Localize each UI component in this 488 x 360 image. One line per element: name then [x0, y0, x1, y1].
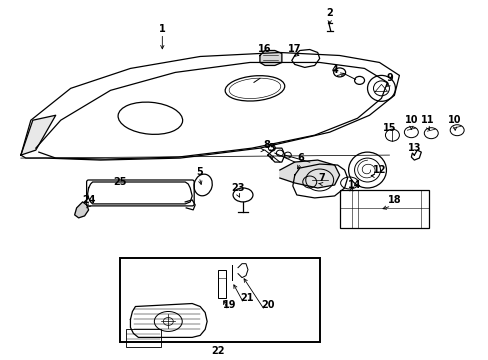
- Text: 10: 10: [447, 115, 461, 125]
- Text: 18: 18: [387, 195, 401, 205]
- Text: 20: 20: [261, 300, 274, 310]
- Bar: [126, 329, 161, 347]
- Text: 4: 4: [330, 66, 337, 76]
- Text: 1: 1: [159, 24, 165, 33]
- Text: 25: 25: [114, 177, 127, 187]
- Text: 8: 8: [263, 140, 270, 150]
- Polygon shape: [260, 50, 281, 66]
- Text: 23: 23: [231, 183, 244, 193]
- Text: 12: 12: [372, 165, 386, 175]
- Text: 22: 22: [211, 346, 224, 356]
- Text: 6: 6: [297, 153, 304, 163]
- Bar: [339, 190, 428, 228]
- Text: 13: 13: [407, 143, 420, 153]
- Polygon shape: [279, 160, 339, 188]
- Polygon shape: [75, 202, 88, 218]
- Text: 14: 14: [347, 180, 361, 190]
- Text: 19: 19: [223, 300, 236, 310]
- Text: 15: 15: [382, 123, 395, 133]
- Text: 21: 21: [240, 293, 253, 302]
- Text: 5: 5: [195, 167, 202, 177]
- Text: 10: 10: [404, 115, 417, 125]
- Text: 7: 7: [318, 173, 325, 183]
- Polygon shape: [21, 115, 56, 155]
- Text: 16: 16: [258, 44, 271, 54]
- Bar: [120, 258, 319, 342]
- Bar: [218, 270, 225, 298]
- Text: 3: 3: [268, 143, 275, 153]
- Text: 24: 24: [81, 195, 95, 205]
- Text: 11: 11: [420, 115, 433, 125]
- Text: 9: 9: [385, 73, 392, 84]
- Text: 2: 2: [325, 8, 332, 18]
- Text: 17: 17: [287, 44, 301, 54]
